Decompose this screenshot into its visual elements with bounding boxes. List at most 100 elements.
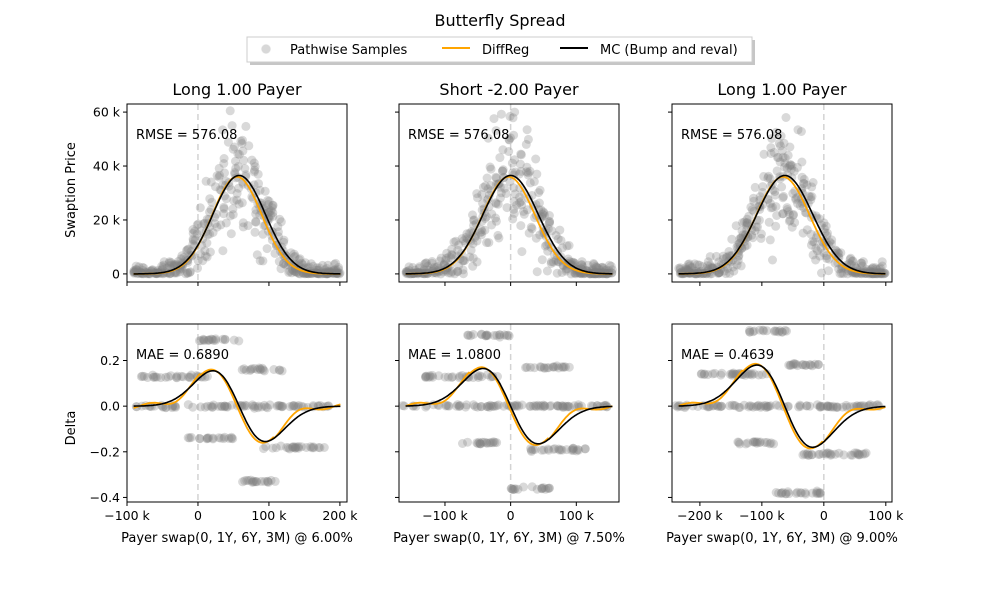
sample-point: [812, 489, 822, 499]
sample-point: [529, 401, 538, 411]
sample-point: [766, 438, 776, 448]
sample-point: [170, 401, 180, 411]
sample-point: [238, 146, 248, 156]
sample-point: [746, 202, 756, 212]
sample-point: [802, 401, 812, 411]
sample-point: [764, 217, 774, 227]
sample-point: [683, 265, 693, 275]
sample-point: [839, 450, 849, 460]
sample-point: [468, 261, 478, 271]
sample-point: [486, 400, 495, 410]
sample-point: [452, 401, 461, 411]
sample-point: [263, 477, 273, 487]
sample-point: [411, 268, 421, 277]
sample-point: [802, 225, 812, 235]
sample-point: [751, 402, 761, 412]
sample-point: [266, 206, 276, 216]
sample-point: [294, 442, 304, 451]
sample-point: [765, 439, 775, 449]
mc-curve: [678, 364, 886, 449]
sample-point: [832, 403, 842, 412]
sample-point: [166, 371, 176, 381]
sample-point: [309, 443, 319, 453]
sample-point: [457, 234, 467, 244]
sample-point: [539, 363, 549, 373]
sample-point: [469, 400, 478, 410]
sample-point: [326, 268, 336, 278]
sample-point: [819, 248, 829, 258]
sample-point: [203, 433, 212, 443]
sample-point: [228, 204, 238, 214]
sample-point: [812, 400, 822, 410]
sample-point: [742, 220, 752, 230]
sample-point: [268, 208, 278, 218]
sample-point: [228, 210, 238, 220]
sample-point: [136, 268, 146, 278]
sample-point: [320, 265, 330, 275]
sample-point: [532, 267, 542, 277]
sample-point: [684, 259, 694, 269]
sample-point: [308, 261, 318, 271]
sample-point: [434, 371, 444, 381]
sample-point: [746, 369, 756, 378]
sample-point: [742, 240, 752, 250]
sample-point: [248, 476, 258, 486]
sample-point: [238, 218, 248, 228]
sample-point: [306, 259, 316, 269]
sample-point: [508, 214, 518, 224]
sample-point: [685, 268, 695, 278]
sample-point: [477, 437, 487, 447]
sample-point: [550, 362, 560, 372]
sample-point: [811, 243, 821, 253]
sample-point: [274, 365, 284, 375]
sample-point: [715, 402, 725, 412]
sample-point: [504, 134, 514, 144]
sample-point: [233, 149, 243, 159]
sample-point: [808, 250, 818, 260]
sample-point: [498, 165, 508, 175]
sample-point: [729, 266, 739, 276]
sample-point: [172, 371, 182, 381]
sample-point: [152, 372, 162, 382]
sample-point: [496, 109, 506, 119]
sample-point: [771, 400, 781, 410]
sample-point: [754, 370, 764, 380]
sample-point: [415, 262, 425, 272]
sample-point: [768, 255, 777, 265]
sample-point: [200, 402, 210, 412]
sample-point: [759, 149, 769, 159]
sample-point: [240, 476, 250, 486]
sample-point: [290, 443, 300, 453]
sample-point: [476, 225, 486, 235]
sample-point: [734, 402, 744, 412]
sample-point: [247, 477, 257, 487]
sample-point: [544, 211, 554, 220]
sample-point: [481, 331, 491, 341]
sample-point: [238, 177, 248, 187]
sample-point: [798, 450, 808, 460]
sample-point: [802, 401, 812, 411]
sample-point: [255, 364, 265, 374]
sample-point: [720, 261, 730, 271]
sample-point: [504, 135, 514, 145]
sample-point: [447, 373, 457, 382]
sample-point: [801, 360, 811, 370]
sample-point: [188, 239, 198, 249]
sample-point: [202, 434, 212, 444]
axes-frame: [126, 323, 348, 503]
sample-point: [232, 189, 242, 198]
sample-point: [778, 209, 788, 219]
sample-point: [534, 198, 544, 208]
sample-point: [454, 240, 464, 250]
sample-point: [807, 450, 817, 460]
sample-point: [195, 249, 205, 259]
sample-point: [802, 180, 812, 190]
sample-point: [218, 246, 228, 256]
metric-annotation: RMSE = 576.08: [408, 128, 509, 143]
sample-point: [770, 190, 780, 200]
sample-point: [278, 401, 288, 411]
sample-point: [861, 448, 871, 458]
sample-point: [502, 331, 511, 340]
sample-point: [751, 437, 761, 447]
sample-point: [687, 262, 697, 272]
